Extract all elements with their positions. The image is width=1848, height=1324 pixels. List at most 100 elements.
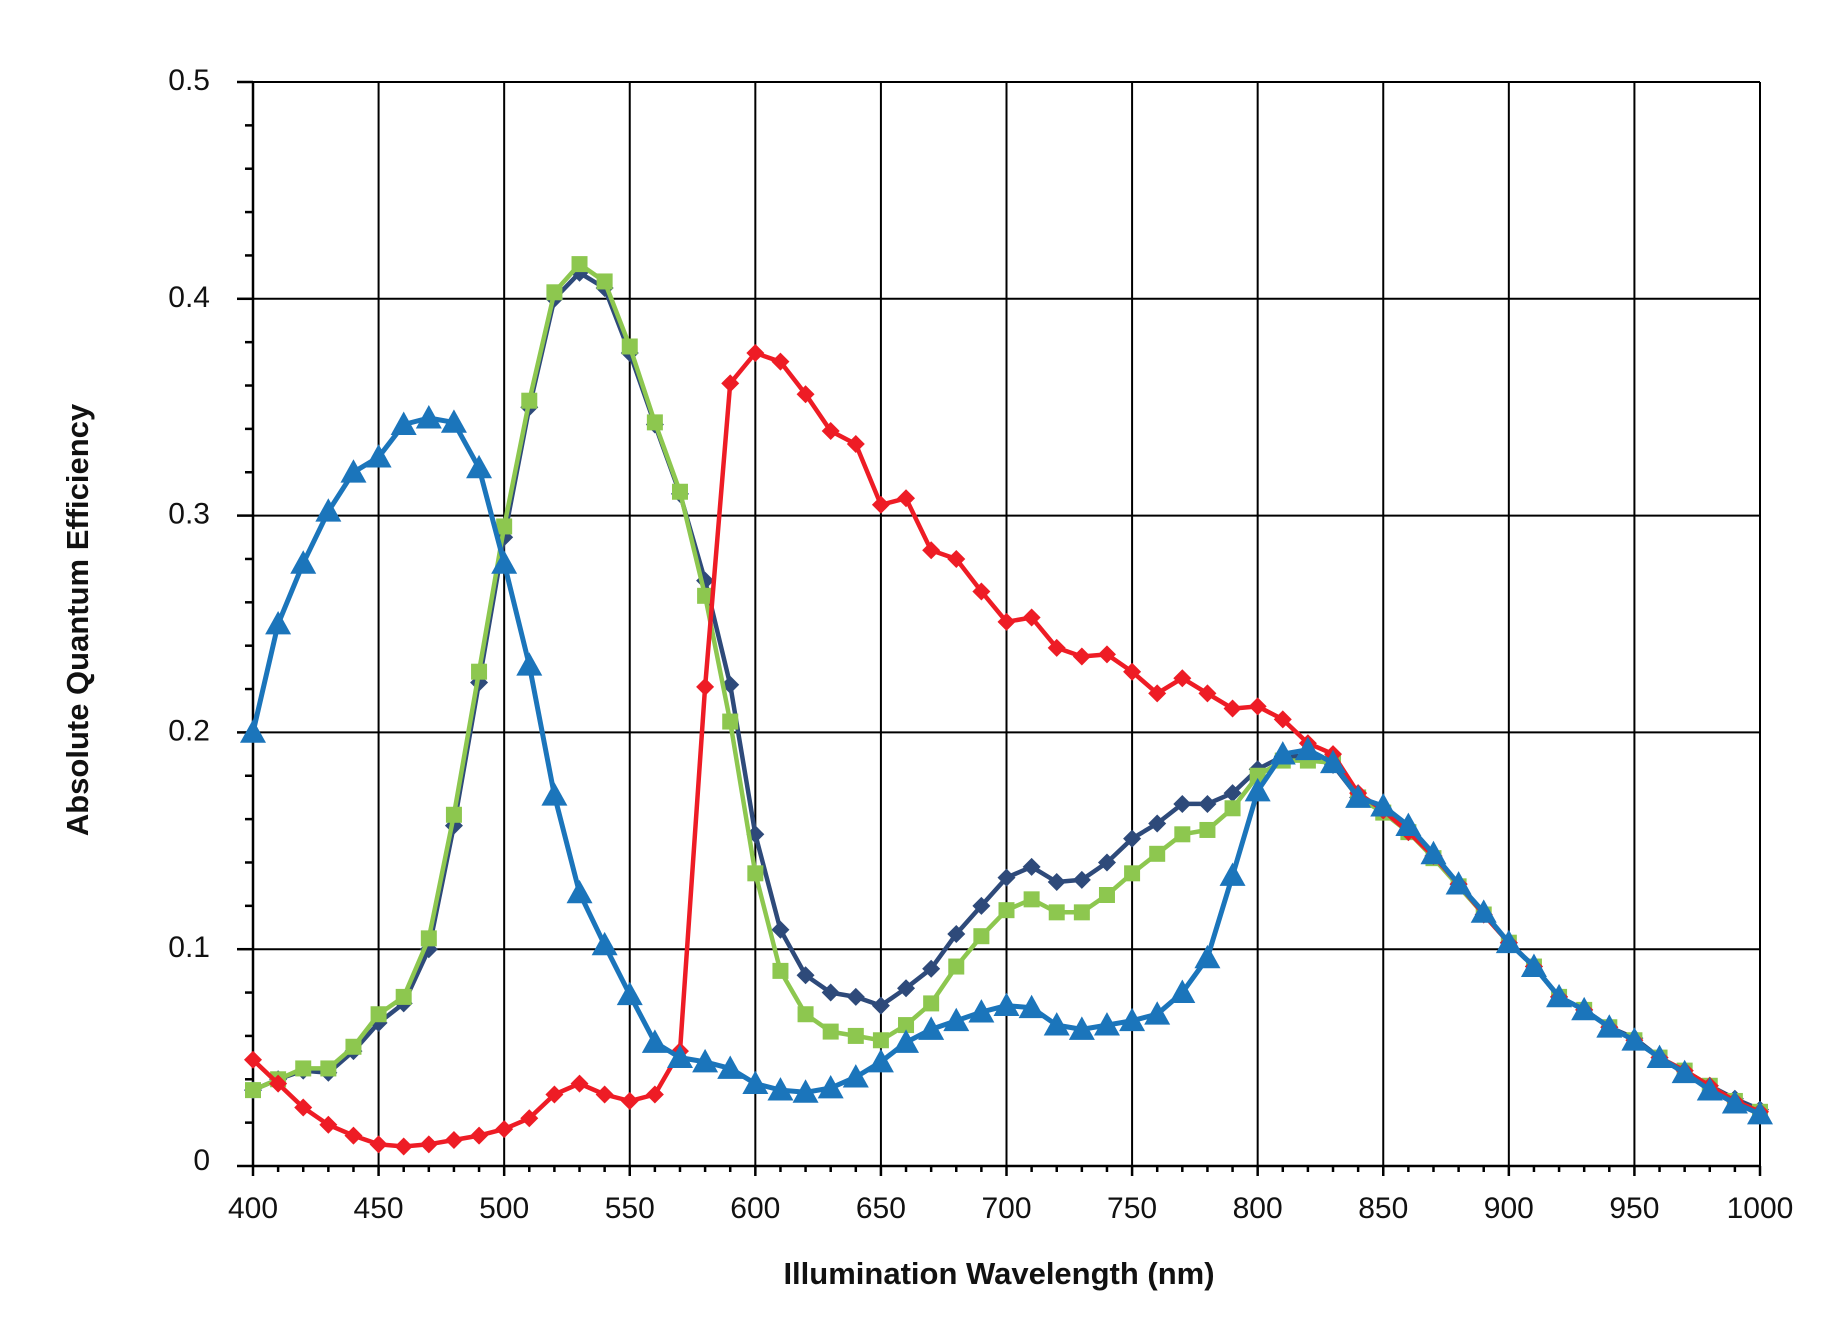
data-point <box>566 879 593 904</box>
data-point <box>620 1091 639 1110</box>
data-point <box>1671 1059 1698 1084</box>
data-point <box>922 541 941 560</box>
data-point <box>1223 784 1242 803</box>
data-point <box>1123 829 1142 848</box>
data-point <box>1174 826 1191 843</box>
data-point <box>646 414 663 431</box>
data-point <box>470 1126 489 1145</box>
data-point <box>697 587 714 604</box>
data-point <box>1520 953 1547 977</box>
series-4 <box>240 405 1773 1125</box>
data-point <box>369 1135 388 1154</box>
data-point <box>1123 662 1142 681</box>
data-point <box>496 518 513 535</box>
y-tick-label: 0.5 <box>168 64 210 97</box>
data-point <box>1445 871 1472 895</box>
data-point <box>1219 862 1246 886</box>
x-tick-label: 600 <box>730 1192 780 1225</box>
x-tick-label: 900 <box>1484 1192 1534 1225</box>
data-point <box>796 385 815 404</box>
data-point <box>641 1029 668 1053</box>
data-point <box>871 996 890 1015</box>
data-point <box>1022 857 1041 876</box>
data-point <box>595 1085 614 1104</box>
x-tick-label: 450 <box>354 1192 404 1225</box>
y-tick-label: 0.1 <box>168 931 210 964</box>
data-point <box>1395 812 1422 837</box>
data-point <box>394 1137 413 1156</box>
y-tick-label: 0 <box>193 1144 210 1177</box>
series-group <box>240 256 1773 1156</box>
data-point <box>1023 891 1040 908</box>
data-point <box>1721 1090 1748 1114</box>
x-tick-label: 550 <box>605 1192 655 1225</box>
data-point <box>516 652 543 676</box>
data-point <box>1294 736 1321 761</box>
data-point <box>1269 741 1296 765</box>
data-point <box>616 981 643 1006</box>
data-point <box>415 405 442 429</box>
data-point <box>541 782 568 806</box>
data-point <box>998 902 1015 919</box>
data-point <box>1320 749 1347 774</box>
data-point <box>746 344 765 362</box>
data-point <box>897 979 916 998</box>
data-point <box>923 995 940 1012</box>
data-point <box>545 1085 564 1104</box>
data-point <box>315 498 342 522</box>
data-point <box>893 1029 920 1053</box>
data-point <box>269 1074 288 1093</box>
data-point <box>1370 793 1397 817</box>
x-tick-label: 850 <box>1358 1192 1408 1225</box>
data-point <box>943 1007 970 1032</box>
data-point <box>591 931 618 956</box>
data-point <box>1198 684 1217 703</box>
data-point <box>1173 669 1192 688</box>
x-tick-label: 950 <box>1609 1192 1659 1225</box>
data-point <box>666 1044 693 1068</box>
data-point <box>521 392 538 409</box>
x-tick-label: 500 <box>479 1192 529 1225</box>
data-point <box>390 411 417 435</box>
data-point <box>1048 904 1065 921</box>
data-point <box>295 1060 312 1077</box>
data-point <box>968 999 995 1023</box>
data-point <box>796 966 815 985</box>
data-point <box>1244 777 1271 802</box>
data-point <box>771 352 790 371</box>
data-point <box>1646 1044 1673 1068</box>
data-point <box>1248 697 1267 716</box>
data-point <box>345 1038 362 1055</box>
data-point <box>972 896 991 915</box>
data-point <box>973 928 990 945</box>
data-point <box>1148 814 1167 833</box>
data-point <box>344 1126 363 1145</box>
x-tick-label: 400 <box>228 1192 278 1225</box>
data-point <box>1199 821 1216 838</box>
data-point <box>1093 1012 1120 1036</box>
data-point <box>872 1032 889 1049</box>
data-point <box>265 611 292 635</box>
data-point <box>1273 710 1292 729</box>
data-point <box>1047 872 1066 891</box>
data-point <box>1072 647 1091 666</box>
x-tick-label: 750 <box>1107 1192 1157 1225</box>
x-axis-title: Illumination Wavelength (nm) <box>783 1256 1214 1291</box>
data-point <box>721 374 740 393</box>
data-point <box>1621 1027 1648 1051</box>
data-point <box>771 920 790 939</box>
data-point <box>1144 1001 1171 1025</box>
data-point <box>846 987 865 1006</box>
data-point <box>1747 1100 1773 1125</box>
data-point <box>1596 1014 1623 1038</box>
data-point <box>319 1115 338 1134</box>
data-point <box>1072 870 1091 889</box>
data-point <box>1097 853 1116 872</box>
y-tick-label: 0.3 <box>168 498 210 531</box>
data-point <box>645 1085 664 1104</box>
data-point <box>596 273 613 290</box>
data-point <box>294 1098 313 1117</box>
data-point <box>419 1135 438 1154</box>
data-point <box>792 1079 819 1103</box>
